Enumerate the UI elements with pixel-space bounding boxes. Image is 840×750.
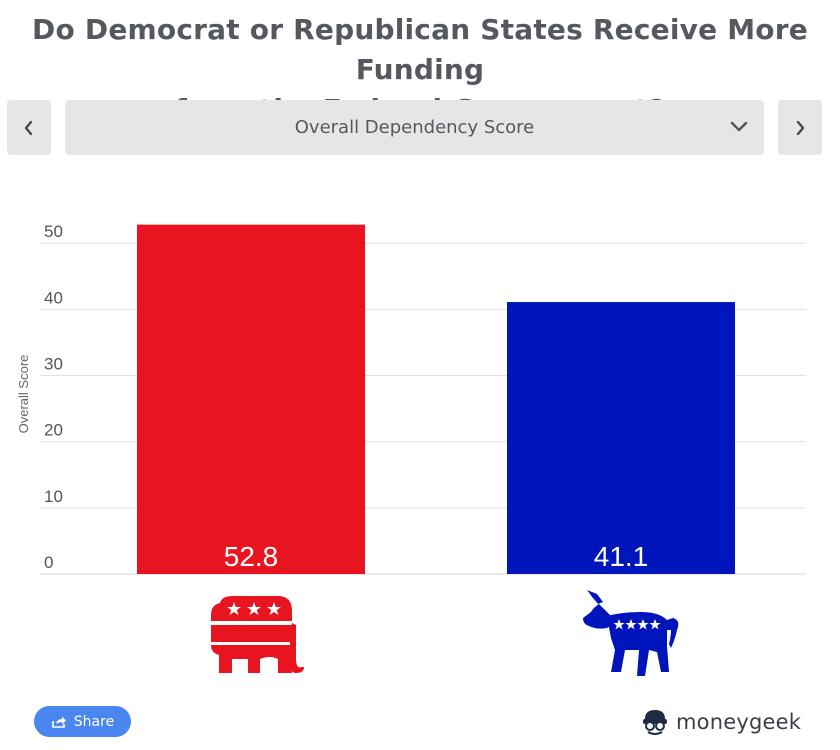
page-title-line-1: Do Democrat or Republican States Receive… [32, 13, 808, 86]
republican-elephant-icon [211, 596, 304, 673]
y-tick-label: 20 [44, 421, 63, 440]
share-icon [51, 716, 66, 728]
bar-democrat[interactable] [507, 302, 735, 574]
democrat-donkey-icon [583, 590, 679, 676]
metric-select-label: Overall Dependency Score [294, 117, 535, 138]
next-metric-button[interactable] [778, 100, 822, 155]
previous-metric-button[interactable] [7, 100, 51, 155]
bar-chart: 0 10 20 30 40 50 52.8 41.1 Overall Score [16, 222, 806, 575]
y-axis-title: Overall Score [16, 355, 31, 434]
bar-value-label: 52.8 [224, 541, 279, 572]
y-tick-label: 50 [44, 222, 63, 241]
y-tick-label: 40 [44, 288, 63, 307]
y-tick-label: 0 [44, 553, 53, 572]
metric-select[interactable]: Overall Dependency Score [65, 100, 764, 155]
y-tick-label: 30 [44, 354, 63, 373]
share-button-label: Share [73, 713, 115, 730]
chevron-down-icon [730, 121, 748, 132]
bar-value-label: 41.1 [594, 541, 649, 572]
brand-name: moneygeek [676, 710, 802, 734]
chevron-left-icon [24, 120, 33, 135]
share-button[interactable]: Share [34, 706, 131, 737]
y-tick-label: 10 [44, 487, 63, 506]
moneygeek-logo-icon [643, 710, 667, 735]
bar-republican[interactable] [137, 224, 365, 574]
chevron-right-icon [796, 120, 805, 135]
moneygeek-brand[interactable]: moneygeek [640, 705, 801, 739]
